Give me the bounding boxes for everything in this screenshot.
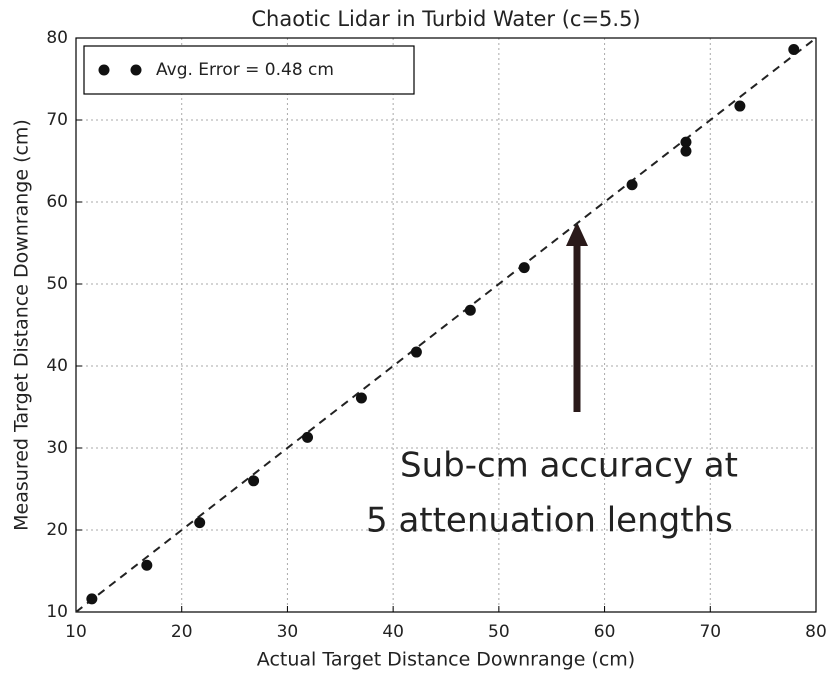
y-tick-label: 60 <box>46 192 68 212</box>
data-point <box>734 100 746 112</box>
data-point <box>302 431 314 443</box>
legend-label: Avg. Error = 0.48 cm <box>156 60 334 80</box>
data-point <box>680 145 692 157</box>
data-point <box>141 559 153 571</box>
data-point <box>86 593 98 605</box>
legend-marker <box>98 64 110 76</box>
y-axis-label: Measured Target Distance Downrange (cm) <box>11 119 33 531</box>
x-tick-label: 50 <box>488 622 510 642</box>
x-tick-label: 40 <box>382 622 404 642</box>
data-point <box>248 475 260 487</box>
x-tick-label: 30 <box>277 622 299 642</box>
data-point <box>788 43 800 55</box>
x-tick-label: 60 <box>594 622 616 642</box>
data-point <box>464 304 476 316</box>
reference-line <box>75 37 817 613</box>
y-tick-label: 30 <box>46 438 68 458</box>
x-tick-label: 80 <box>805 622 827 642</box>
x-axis-label: Actual Target Distance Downrange (cm) <box>257 649 635 671</box>
chart-title: Chaotic Lidar in Turbid Water (c=5.5) <box>251 7 640 31</box>
data-point <box>518 262 530 274</box>
data-point <box>355 392 367 404</box>
data-point <box>626 179 638 191</box>
y-tick-label: 10 <box>46 602 68 622</box>
data-point <box>194 517 206 529</box>
data-point <box>680 136 692 148</box>
annotation: 5 attenuation lengths <box>366 501 733 541</box>
y-tick-label: 20 <box>46 520 68 540</box>
x-tick-label: 10 <box>65 622 87 642</box>
y-tick-label: 50 <box>46 274 68 294</box>
y-tick-label: 70 <box>46 110 68 130</box>
x-tick-label: 20 <box>171 622 193 642</box>
y-tick-label: 80 <box>46 28 68 48</box>
annotation-arrowhead <box>566 222 588 246</box>
annotation: Sub-cm accuracy at <box>400 446 738 486</box>
data-point <box>410 346 422 358</box>
y-tick-label: 40 <box>46 356 68 376</box>
plot-frame <box>75 37 817 613</box>
legend-marker <box>130 64 142 76</box>
x-tick-label: 70 <box>699 622 721 642</box>
